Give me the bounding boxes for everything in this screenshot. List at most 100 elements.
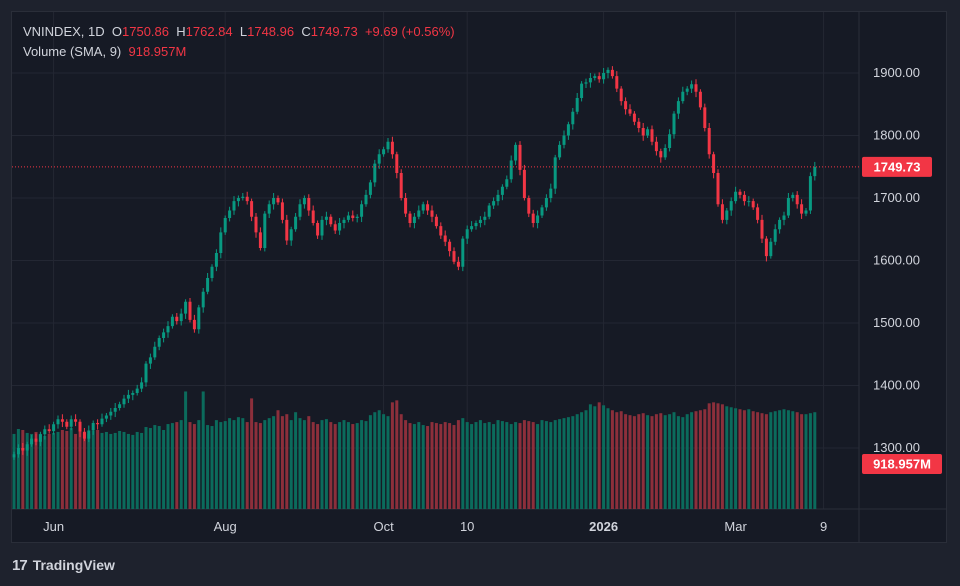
volume-bar[interactable]: [148, 428, 152, 509]
volume-bar[interactable]: [91, 430, 95, 509]
candle[interactable]: [764, 238, 768, 257]
volume-bar[interactable]: [474, 422, 478, 509]
candle[interactable]: [606, 69, 610, 73]
volume-bar[interactable]: [558, 419, 562, 509]
candle[interactable]: [157, 338, 161, 347]
volume-bar[interactable]: [800, 414, 804, 509]
volume-bar[interactable]: [531, 422, 535, 509]
candlestick-chart[interactable]: 1900.00 1800.00 1700.00 1600.00 1500.00 1400.…: [11, 11, 947, 543]
candle[interactable]: [214, 253, 218, 267]
volume-bar[interactable]: [311, 422, 315, 509]
candle[interactable]: [786, 198, 790, 216]
candle[interactable]: [738, 191, 742, 195]
candle[interactable]: [25, 444, 29, 451]
candle[interactable]: [496, 194, 500, 202]
volume-bar[interactable]: [690, 412, 694, 509]
candle[interactable]: [641, 128, 645, 136]
volume-bar[interactable]: [659, 413, 663, 509]
volume-bar[interactable]: [399, 414, 403, 509]
volume-bar[interactable]: [540, 420, 544, 509]
volume-bar[interactable]: [518, 423, 522, 509]
candle[interactable]: [368, 182, 372, 195]
candle[interactable]: [34, 438, 38, 442]
candle[interactable]: [206, 278, 210, 292]
volume-bar[interactable]: [791, 411, 795, 509]
volume-bar[interactable]: [364, 421, 368, 509]
candle[interactable]: [716, 173, 720, 205]
candle[interactable]: [452, 251, 456, 262]
volume-bar[interactable]: [126, 433, 130, 509]
volume-bar[interactable]: [584, 410, 588, 509]
candle[interactable]: [232, 201, 236, 211]
volume-bar[interactable]: [307, 416, 311, 509]
volume-bar[interactable]: [734, 408, 738, 509]
candle[interactable]: [593, 76, 597, 78]
candle[interactable]: [236, 198, 240, 202]
candle[interactable]: [734, 191, 738, 202]
candle[interactable]: [483, 216, 487, 220]
candle[interactable]: [650, 129, 654, 142]
volume-bar[interactable]: [773, 411, 777, 509]
candle[interactable]: [219, 232, 223, 253]
candle[interactable]: [52, 424, 56, 432]
volume-bar[interactable]: [342, 420, 346, 509]
volume-bar[interactable]: [104, 431, 108, 509]
volume-bar[interactable]: [434, 423, 438, 509]
volume-bar[interactable]: [602, 405, 606, 509]
volume-bar[interactable]: [320, 420, 324, 509]
candle[interactable]: [382, 149, 386, 155]
candle[interactable]: [628, 109, 632, 114]
candle[interactable]: [69, 419, 73, 427]
volume-bar[interactable]: [439, 424, 443, 509]
volume-bar[interactable]: [382, 414, 386, 509]
volume-bar[interactable]: [632, 416, 636, 509]
volume-bar[interactable]: [373, 412, 377, 509]
candle[interactable]: [421, 204, 425, 211]
candle[interactable]: [179, 313, 183, 322]
volume-bar[interactable]: [764, 414, 768, 509]
volume-bar[interactable]: [201, 391, 205, 509]
candle[interactable]: [100, 418, 104, 425]
candle[interactable]: [624, 101, 628, 110]
candle[interactable]: [109, 411, 113, 416]
volume-bar[interactable]: [492, 424, 496, 509]
volume-bar[interactable]: [760, 413, 764, 509]
candle[interactable]: [553, 157, 557, 189]
volume-bar[interactable]: [236, 417, 240, 509]
candle[interactable]: [439, 226, 443, 236]
candle[interactable]: [417, 210, 421, 217]
volume-bar[interactable]: [219, 422, 223, 509]
candle[interactable]: [82, 431, 86, 439]
candle[interactable]: [126, 394, 130, 399]
volume-bar[interactable]: [571, 416, 575, 509]
volume-legend[interactable]: Volume (SMA, 9) 918.957M: [23, 44, 186, 59]
volume-bar[interactable]: [351, 424, 355, 509]
volume-bar[interactable]: [12, 433, 16, 509]
volume-bar[interactable]: [496, 420, 500, 509]
volume-bar[interactable]: [575, 414, 579, 509]
candle[interactable]: [140, 382, 144, 389]
candle[interactable]: [434, 216, 438, 227]
volume-bar[interactable]: [100, 432, 104, 509]
volume-bar[interactable]: [646, 415, 650, 509]
candle[interactable]: [426, 204, 430, 211]
candle[interactable]: [637, 121, 641, 128]
candle[interactable]: [360, 204, 364, 217]
volume-bar[interactable]: [52, 432, 56, 509]
candle[interactable]: [30, 438, 34, 445]
candle[interactable]: [12, 454, 16, 458]
volume-bar[interactable]: [738, 409, 742, 509]
volume-bar[interactable]: [685, 414, 689, 509]
volume-bar[interactable]: [232, 420, 236, 509]
candle[interactable]: [575, 98, 579, 112]
volume-bar[interactable]: [694, 411, 698, 509]
candle[interactable]: [302, 198, 306, 205]
candle[interactable]: [756, 207, 760, 220]
candle[interactable]: [254, 216, 258, 233]
volume-bar[interactable]: [663, 415, 667, 509]
candle[interactable]: [610, 69, 614, 77]
candle[interactable]: [267, 204, 271, 214]
candle[interactable]: [65, 421, 69, 427]
volume-bar[interactable]: [804, 414, 808, 509]
candle[interactable]: [782, 215, 786, 220]
